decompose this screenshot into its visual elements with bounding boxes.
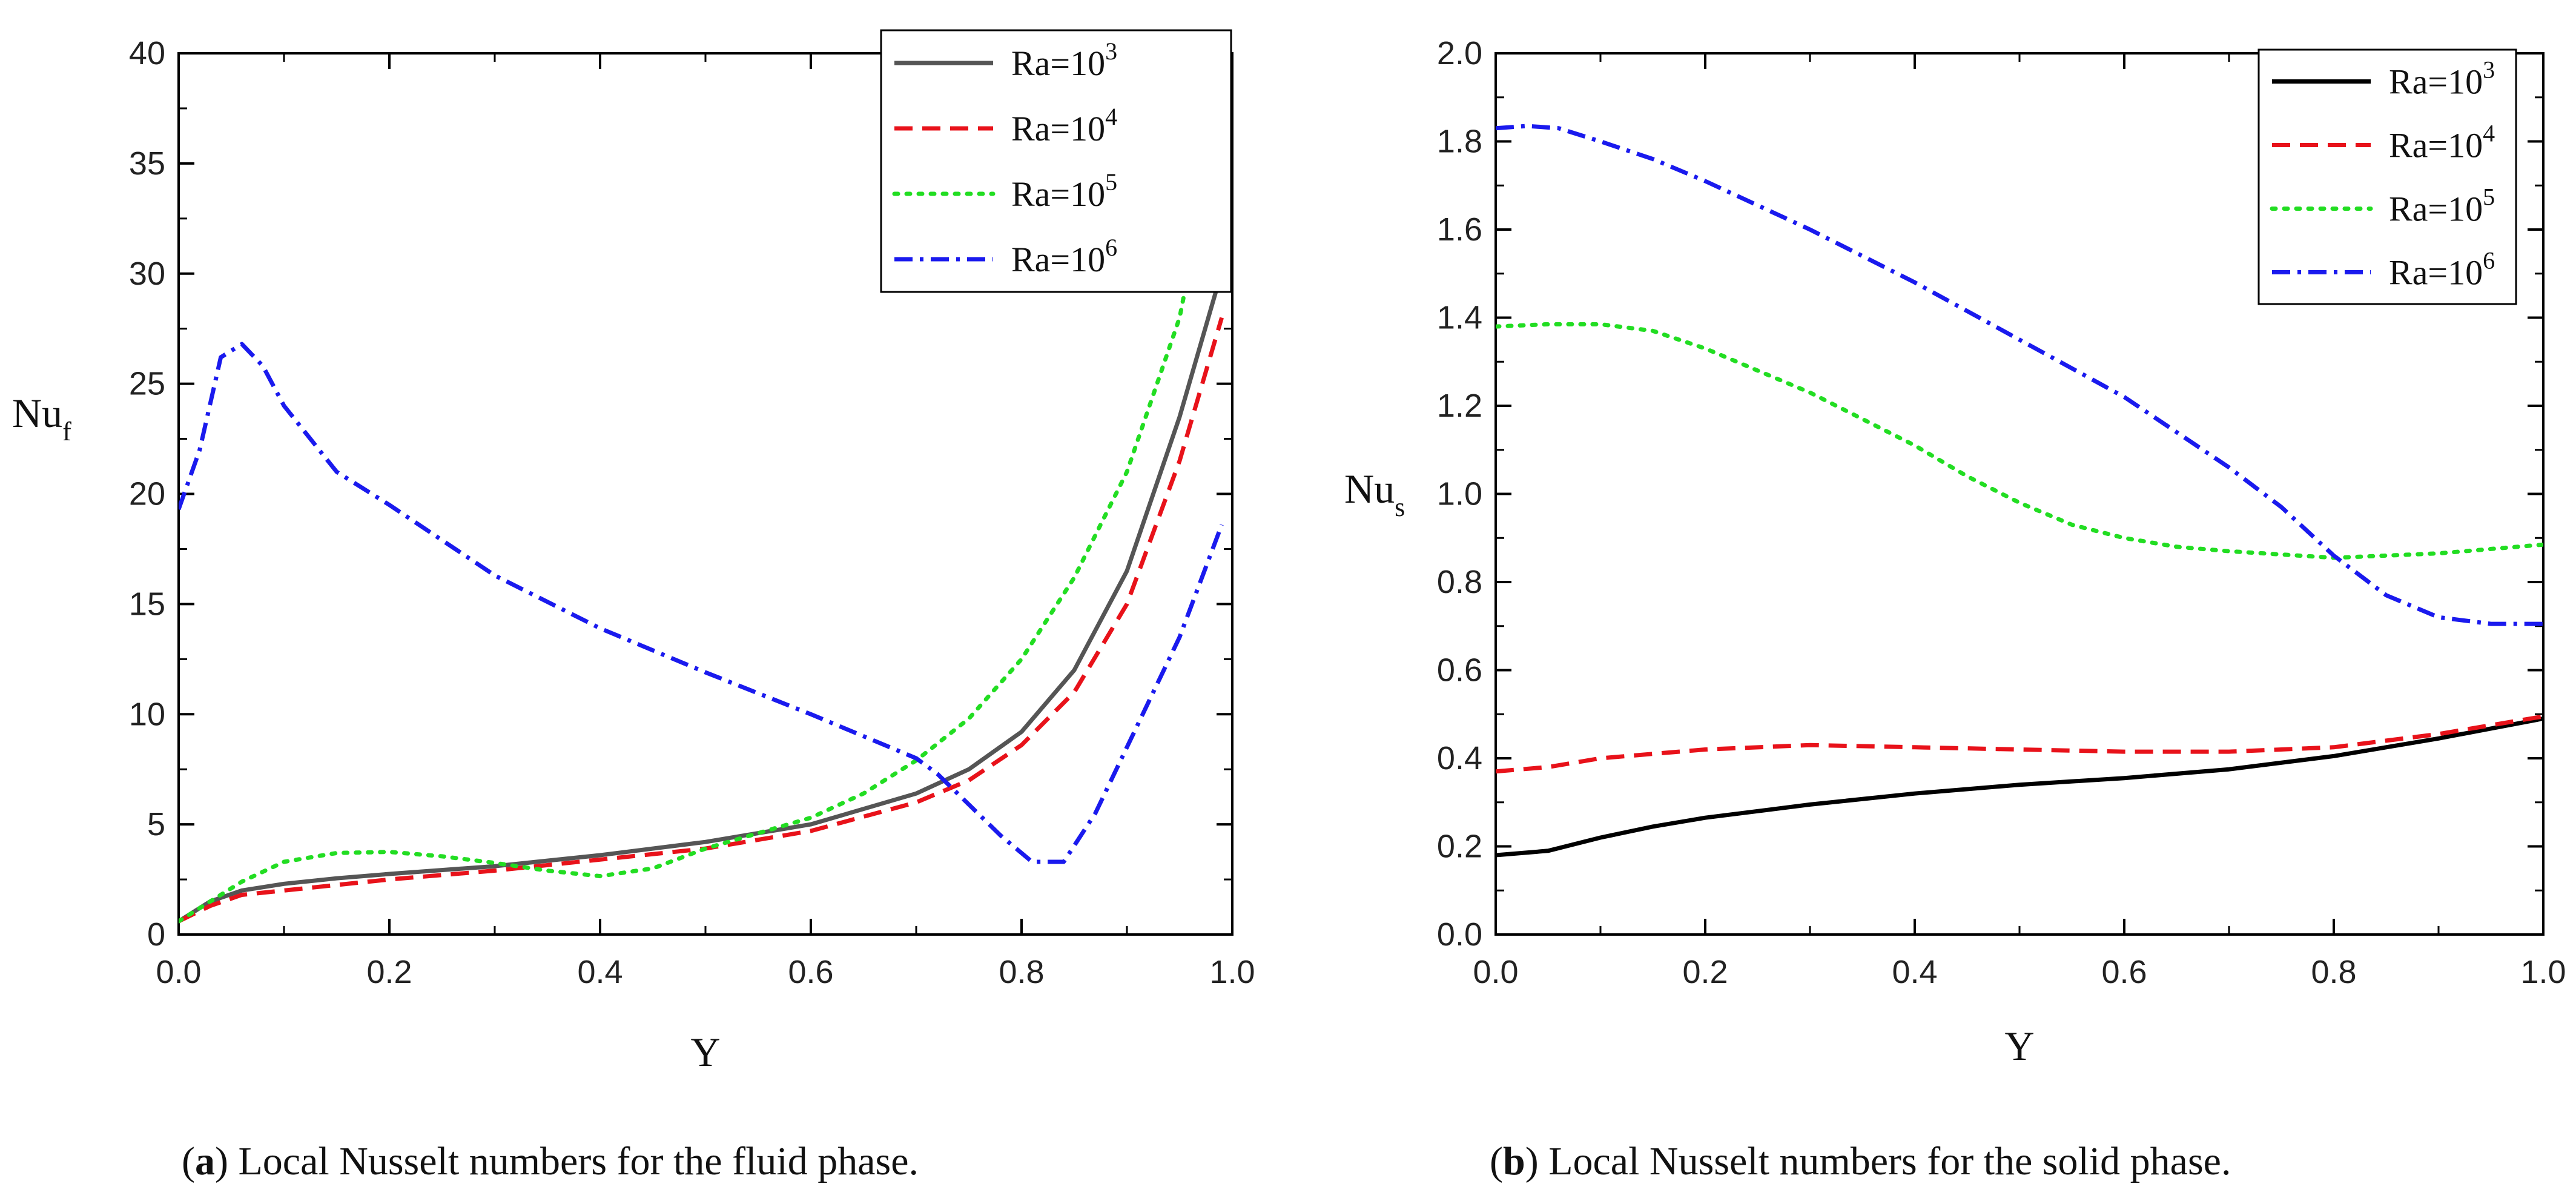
y-tick-label: 25 [129, 366, 165, 402]
legend-label-ra-10-5: Ra=105 [2389, 184, 2495, 229]
y-tick-label: 30 [129, 256, 165, 292]
x-tick-label: 0.6 [2101, 954, 2147, 990]
x-tick-label: 0.2 [366, 954, 412, 990]
caption-a-letter: a [194, 1139, 215, 1183]
y-tick-label: 0 [147, 916, 165, 953]
caption-b-text: Local Nusselt numbers for the solid phas… [1538, 1139, 2231, 1183]
x-tick-label: 0.2 [1682, 954, 1728, 990]
legend-label-ra-10-3: Ra=103 [2389, 56, 2495, 102]
y-tick-label: 0.0 [1437, 916, 1482, 953]
legend-label-ra-10-6: Ra=106 [2389, 247, 2495, 293]
x-tick-label: 1.0 [2520, 954, 2566, 990]
series-line-ra-10-6 [179, 342, 1224, 864]
legend-label-ra-10-3: Ra=103 [1011, 38, 1117, 83]
legend-label-ra-10-6: Ra=106 [1011, 234, 1117, 279]
y-tick-label: 1.0 [1437, 476, 1482, 512]
x-tick-label: 1.0 [1209, 954, 1255, 990]
y-tick-label: 1.8 [1437, 124, 1482, 160]
legend-label-ra-10-5: Ra=105 [1011, 168, 1117, 214]
series-line-ra-10-6 [1496, 124, 2543, 626]
y-tick-label: 10 [129, 696, 165, 732]
y-tick-label: 1.4 [1437, 300, 1482, 336]
x-tick-label: 0.8 [999, 954, 1044, 990]
y-tick-label: 1.6 [1437, 211, 1482, 248]
caption-a-text: Local Nusselt numbers for the fluid phas… [228, 1139, 919, 1183]
y-axis-label-sub: f [62, 417, 71, 446]
series-line-ra-10-3 [179, 271, 1224, 924]
x-tick-label: 0.6 [788, 954, 833, 990]
y-tick-label: 1.2 [1437, 388, 1482, 424]
legend-box [880, 29, 1232, 293]
caption-b-letter: b [1502, 1139, 1525, 1183]
chart-b: 0.0 0.2 0.4 0.6 0.8 1.0 0.0 0.2 0.4 0.6 0.8 1.0 1.2 1… [1344, 35, 2566, 1069]
legend-label-ra-10-4: Ra=104 [2389, 120, 2495, 165]
legend: Ra=103 Ra=104 Ra=105 Ra=106 [880, 29, 1232, 293]
y-axis-label-sub: s [1395, 492, 1405, 522]
y-tick-label: 5 [147, 806, 165, 842]
y-tick-label: 0.2 [1437, 829, 1482, 865]
y-tick-label: 0.8 [1437, 564, 1482, 600]
x-axis-label: Y [690, 1029, 720, 1075]
chart-a: 0.0 0.2 0.4 0.6 0.8 1.0 0 5 10 15 20 25 30 35 40 Y Nuf Ra… [12, 29, 1255, 1075]
x-tick-label: 0.0 [156, 954, 201, 990]
y-axis-label-base: Nu [12, 390, 62, 436]
y-axis-label: Nuf [12, 390, 71, 446]
caption-b: (b) Local Nusselt numbers for the solid … [1490, 1139, 2231, 1183]
y-tick-label: 20 [129, 476, 165, 512]
x-tick-label: 0.4 [577, 954, 623, 990]
y-tick-label: 40 [129, 35, 165, 71]
series-line-ra-10-3 [1496, 716, 2543, 858]
series-line-ra-10-4 [1496, 714, 2543, 774]
y-axis-label: Nus [1344, 466, 1405, 522]
x-tick-label: 0.0 [1473, 954, 1518, 990]
x-tick-label: 0.4 [1892, 954, 1937, 990]
legend: Ra=103 Ra=104 Ra=105 Ra=106 [2257, 48, 2517, 305]
y-tick-label: 0.6 [1437, 652, 1482, 689]
caption-a: (a) Local Nusselt numbers for the fluid … [182, 1139, 919, 1183]
y-tick-label: 15 [129, 586, 165, 622]
y-tick-label: 2.0 [1437, 35, 1482, 71]
legend-box [2257, 48, 2517, 305]
series-line-ra-10-5 [179, 99, 1224, 924]
y-axis-label-base: Nu [1344, 466, 1395, 512]
series-line-ra-10-4 [179, 317, 1224, 924]
y-tick-label: 0.4 [1437, 740, 1482, 776]
y-tick-label: 35 [129, 145, 165, 182]
x-axis-label: Y [2004, 1023, 2034, 1069]
x-tick-label: 0.8 [2311, 954, 2356, 990]
series-line-ra-10-5 [1496, 322, 2543, 560]
legend-label-ra-10-4: Ra=104 [1011, 103, 1117, 148]
